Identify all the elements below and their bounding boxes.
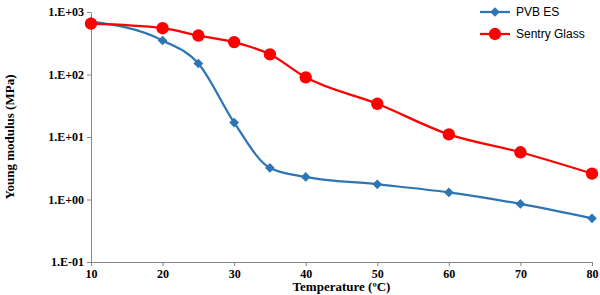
tick-mark (91, 262, 92, 266)
legend-label: PVB ES (516, 5, 559, 19)
x-axis: 10 20 30 40 50 60 70 80 (86, 262, 599, 281)
y-tick: 1.E+03 (48, 5, 91, 19)
tick-label: 1.E+03 (48, 5, 84, 19)
tick-mark (377, 262, 378, 266)
series-line (91, 22, 592, 219)
tick-label: 30 (229, 267, 241, 281)
tick-mark (234, 262, 235, 266)
x-tick: 10 (86, 262, 98, 281)
y-tick: 1.E-01 (51, 255, 91, 269)
marker (156, 22, 168, 34)
marker (371, 98, 383, 110)
x-tick: 50 (372, 262, 384, 281)
legend: PVB ES Sentry Glass (480, 5, 585, 41)
series-line (91, 24, 592, 174)
y-axis: 1.E-01 1.E+00 1.E+01 1.E+02 1.E+03 (48, 5, 91, 269)
marker (514, 146, 526, 158)
x-tick: 20 (157, 262, 169, 281)
marks (85, 17, 598, 223)
marker (265, 163, 275, 173)
marker (85, 18, 97, 30)
axis-line (92, 262, 593, 263)
tick-mark (87, 262, 91, 263)
marker (300, 71, 312, 83)
marker (372, 179, 382, 189)
x-tick: 80 (587, 262, 599, 281)
tick-label: 70 (515, 267, 527, 281)
tick-label: 1.E+00 (48, 193, 84, 207)
tick-mark (520, 262, 521, 266)
tick-mark (87, 12, 91, 13)
x-tick: 40 (300, 262, 312, 281)
marker (586, 167, 598, 179)
plot: 10 20 30 40 50 60 70 80 1.E-01 1.E+00 1.E+01 1.E+02… (48, 5, 598, 280)
tick-mark (449, 262, 450, 266)
marker (264, 48, 276, 60)
marker (443, 128, 455, 140)
marker (158, 36, 168, 46)
marker (192, 29, 204, 41)
tick-mark (592, 262, 593, 266)
marker (301, 172, 311, 182)
tick-label: 1.E+01 (48, 130, 84, 144)
tick-label: 1.E-01 (51, 255, 84, 269)
tick-label: 10 (86, 267, 98, 281)
marker (444, 188, 454, 198)
marker (587, 213, 597, 223)
axis-line (91, 13, 92, 263)
tick-mark (306, 262, 307, 266)
legend-marker (489, 28, 501, 40)
marker (228, 36, 240, 48)
x-tick: 70 (515, 262, 527, 281)
tick-mark (87, 75, 91, 76)
marker (516, 199, 526, 209)
tick-mark (163, 262, 164, 266)
tick-label: 80 (587, 267, 599, 281)
tick-label: 20 (157, 267, 169, 281)
legend-label: Sentry Glass (516, 27, 585, 41)
legend-marker (490, 7, 500, 17)
tick-mark (87, 200, 91, 201)
x-tick: 30 (229, 262, 241, 281)
y-tick: 1.E+00 (48, 193, 91, 207)
y-tick: 1.E+01 (48, 130, 91, 144)
y-axis-title: Young modulus (MPa) (2, 75, 17, 200)
chart: 10 20 30 40 50 60 70 80 1.E-01 1.E+00 1.E+01 1.E+02… (0, 0, 600, 295)
legend-item: PVB ES (480, 5, 559, 19)
y-tick: 1.E+02 (48, 68, 91, 82)
marker (194, 59, 204, 69)
tick-label: 1.E+02 (48, 68, 84, 82)
x-tick: 60 (443, 262, 455, 281)
tick-mark (87, 137, 91, 138)
marker (229, 118, 239, 128)
tick-label: 60 (443, 267, 455, 281)
legend-item: Sentry Glass (480, 27, 585, 41)
x-axis-title: Temperature (ºC) (293, 279, 391, 294)
